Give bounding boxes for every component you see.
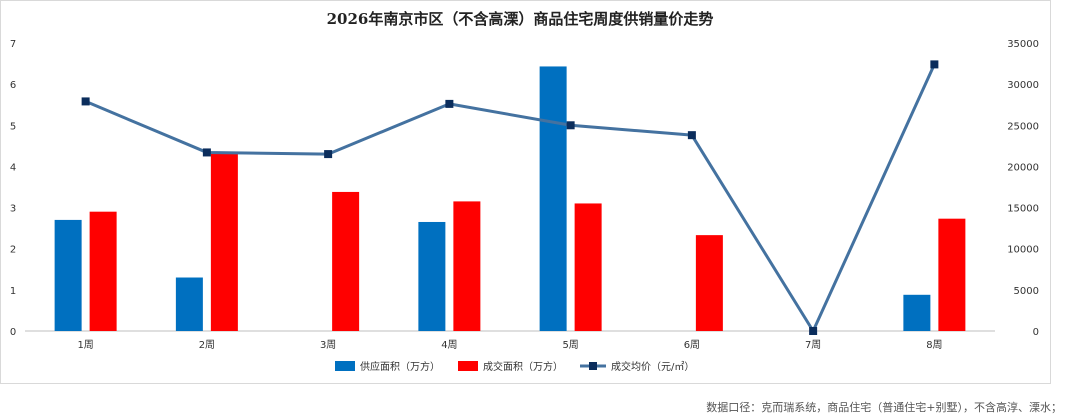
series-line <box>85 63 936 333</box>
y-right-tick-label: 35000 <box>1007 39 1039 50</box>
legend-label: 成交均价（元/㎡） <box>611 360 694 373</box>
y-right-tick-label: 5000 <box>1014 286 1039 297</box>
x-tick-label: 6周 <box>684 339 700 351</box>
x-tick-label: 8周 <box>926 339 942 351</box>
footnote: 数据口径：克而瑞系统，商品住宅（普通住宅+别墅），不含高淳、溧水； <box>706 400 1062 414</box>
bar <box>695 235 723 331</box>
x-tick-label: 5周 <box>562 339 578 351</box>
y-left-tick-label: 6 <box>10 80 16 91</box>
x-tick-label: 3周 <box>320 339 336 351</box>
line-point <box>324 150 333 159</box>
bar <box>418 221 446 331</box>
line-point <box>202 148 211 157</box>
x-tick-label: 4周 <box>441 339 457 351</box>
chart-title: 2026年南京市区（不含高溧）商品住宅周度供销量价走势 <box>327 10 714 28</box>
y-right-tick-label: 15000 <box>1007 204 1039 215</box>
bar <box>89 211 117 331</box>
bar <box>453 201 481 331</box>
y-left-tick-label: 0 <box>10 327 16 338</box>
chart-border <box>0 0 1051 384</box>
line-series <box>81 60 939 335</box>
bar <box>332 191 360 331</box>
line-point <box>687 131 696 140</box>
legend: 供应面积（万方） 成交面积（万方） 成交均价（元/㎡） <box>335 360 694 373</box>
bar <box>175 277 203 331</box>
line-point <box>930 60 939 69</box>
legend-swatch <box>335 361 355 371</box>
bar <box>574 203 602 331</box>
y-left-tick-label: 4 <box>10 162 16 173</box>
line-point <box>566 121 575 130</box>
legend-label: 成交面积（万方） <box>483 360 563 373</box>
line-point <box>445 99 454 108</box>
x-tick-label: 1周 <box>77 339 93 351</box>
x-tick-label: 7周 <box>805 339 821 351</box>
line-point <box>809 327 818 335</box>
legend-label: 供应面积（万方） <box>360 360 440 373</box>
y-right-tick-label: 25000 <box>1007 121 1039 132</box>
legend-swatch-marker <box>589 362 597 370</box>
y-right-tick-label: 30000 <box>1007 80 1039 91</box>
y-left-tick-label: 7 <box>10 39 16 50</box>
axes: 0 1 2 3 4 5 6 7 0 5000 10000 15000 20000 25000 30000 35… <box>10 39 1039 351</box>
y-right-tick-label: 10000 <box>1007 245 1039 256</box>
x-tick-label: 2周 <box>199 339 215 351</box>
legend-swatch <box>458 361 478 371</box>
y-left-tick-label: 5 <box>10 121 16 132</box>
bar <box>210 152 238 331</box>
bar <box>54 219 82 331</box>
y-right-tick-label: 0 <box>1033 327 1039 338</box>
bar <box>938 218 966 331</box>
y-right-tick-label: 20000 <box>1007 162 1039 173</box>
y-left-tick-label: 2 <box>10 245 16 256</box>
bar <box>539 66 567 332</box>
line-point <box>81 97 90 106</box>
bar <box>903 294 931 331</box>
bar-series <box>54 66 966 332</box>
y-left-tick-label: 3 <box>10 204 16 215</box>
y-left-tick-label: 1 <box>10 286 16 297</box>
